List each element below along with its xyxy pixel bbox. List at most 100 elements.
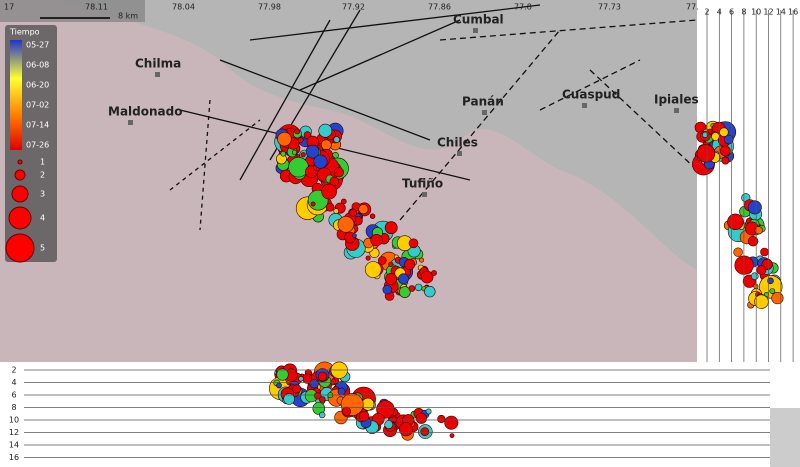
event <box>701 131 709 138</box>
legend-date: 06-20 <box>26 81 49 90</box>
place-marker <box>457 151 462 156</box>
legend-magnitude: 3 <box>40 190 45 199</box>
event <box>298 376 304 382</box>
event <box>361 397 375 411</box>
axis-band <box>0 0 145 22</box>
event <box>398 273 409 285</box>
event <box>318 396 326 403</box>
event <box>750 272 759 281</box>
legend-symbol <box>8 206 32 230</box>
event <box>719 145 731 157</box>
place-label: Panán <box>462 95 504 109</box>
event <box>341 406 351 416</box>
event <box>333 208 340 214</box>
event <box>305 144 320 159</box>
legend-symbol <box>11 185 29 203</box>
event <box>288 157 309 178</box>
event <box>377 256 387 265</box>
depth-label: 16 <box>9 453 19 462</box>
event <box>358 204 369 215</box>
event <box>719 127 729 137</box>
event <box>388 261 394 267</box>
legend-magnitude: 1 <box>40 158 45 167</box>
place-label: Cuaspud <box>562 88 620 102</box>
color-bar <box>10 40 22 150</box>
place-label: Chiles <box>437 136 478 150</box>
event <box>283 393 295 405</box>
event <box>721 156 730 165</box>
event <box>310 201 316 207</box>
event <box>294 128 301 135</box>
depth-label: 8 <box>741 8 746 17</box>
depth-label: 2 <box>704 8 709 17</box>
event <box>303 131 312 139</box>
event <box>337 216 355 233</box>
highland-area <box>60 0 697 270</box>
event <box>424 285 436 298</box>
event <box>404 258 416 270</box>
place-label: Maldonado <box>108 105 182 119</box>
event <box>408 238 419 249</box>
event <box>696 144 716 163</box>
event <box>349 208 358 217</box>
event <box>317 371 328 382</box>
event <box>769 288 776 294</box>
event <box>449 433 455 438</box>
legend-symbol <box>17 159 23 165</box>
event <box>337 387 346 396</box>
event <box>747 236 759 247</box>
event <box>733 247 743 257</box>
depth-label: 8 <box>11 403 16 412</box>
event <box>325 202 335 212</box>
event <box>415 412 427 424</box>
event <box>382 284 393 295</box>
event <box>333 167 345 178</box>
event <box>340 198 347 205</box>
event <box>352 233 357 238</box>
event <box>420 270 434 284</box>
depth-label: 4 <box>717 8 722 17</box>
place-label: Cumbal <box>453 13 504 27</box>
event <box>384 420 394 429</box>
place-marker <box>582 103 587 108</box>
place-marker <box>482 110 487 115</box>
scale-label: 8 km <box>118 12 138 21</box>
event <box>437 414 446 424</box>
axis-label: 17 <box>4 3 14 12</box>
event <box>431 270 437 276</box>
place-marker <box>155 72 160 77</box>
event <box>414 283 423 292</box>
event <box>760 247 769 257</box>
event <box>358 410 370 422</box>
corner-box <box>770 408 800 467</box>
axis-label: 77.92 <box>342 3 365 12</box>
place-marker <box>473 28 478 33</box>
event <box>280 151 287 157</box>
place-label: Tufiño <box>402 177 443 191</box>
axis-label: 78.11 <box>85 3 108 12</box>
event <box>747 200 762 215</box>
event <box>365 255 371 261</box>
event <box>370 234 383 247</box>
depth-label: 14 <box>776 8 786 17</box>
event <box>277 131 292 147</box>
event <box>300 152 306 158</box>
depth-label: 10 <box>9 416 19 425</box>
event <box>756 265 767 275</box>
place-marker <box>674 108 679 113</box>
event <box>318 123 333 138</box>
event <box>420 427 430 437</box>
event <box>276 368 289 381</box>
event <box>314 392 322 400</box>
axis-label: 78.04 <box>172 3 195 12</box>
legend-date: 07-14 <box>26 121 49 130</box>
event <box>309 379 319 389</box>
event <box>312 402 326 415</box>
legend-symbol <box>5 233 35 263</box>
depth-label: 6 <box>11 391 16 400</box>
event <box>319 411 326 419</box>
depth-label: 2 <box>11 366 16 375</box>
event <box>399 422 414 437</box>
legend-date: 07-02 <box>26 101 49 110</box>
event <box>313 154 328 169</box>
